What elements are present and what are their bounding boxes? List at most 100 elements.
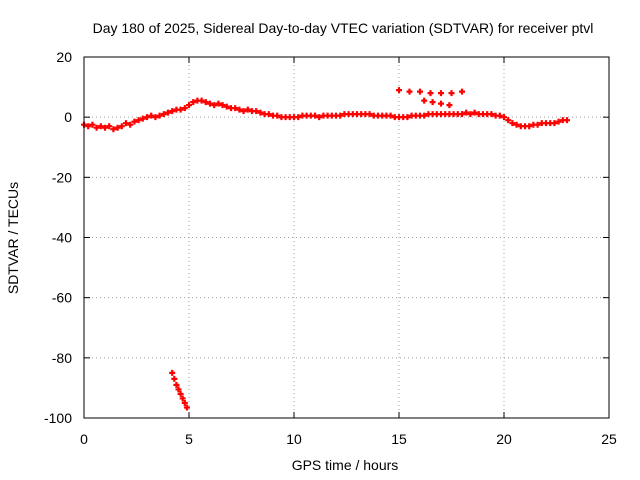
x-tick-label: 15 [391, 431, 407, 447]
data-point [467, 111, 474, 118]
data-point [160, 111, 167, 118]
data-point [471, 109, 478, 116]
data-point [244, 106, 251, 113]
x-axis-label: GPS time / hours [292, 457, 399, 473]
data-point [114, 124, 121, 131]
data-point [169, 108, 176, 115]
data-point [240, 108, 247, 115]
data-point [253, 108, 260, 115]
data-point [144, 114, 150, 121]
data-point [421, 97, 428, 104]
data-point [387, 112, 394, 119]
data-point [505, 117, 512, 124]
data-point [312, 112, 318, 119]
data-point [223, 103, 230, 110]
grid-lines [84, 57, 609, 418]
data-point [236, 106, 243, 113]
data-point [534, 121, 541, 128]
data-point [175, 386, 182, 393]
data-point [89, 121, 96, 128]
data-point [513, 121, 520, 128]
data-point [135, 117, 142, 124]
y-tick-label: 0 [64, 109, 72, 125]
data-point [417, 88, 423, 95]
data-point [459, 111, 465, 118]
data-point [564, 117, 570, 124]
data-point [202, 99, 209, 106]
data-point [274, 112, 281, 119]
y-tick-label: -60 [52, 290, 72, 306]
x-tick-label: 10 [286, 431, 302, 447]
data-point [438, 100, 444, 107]
chart-title: Day 180 of 2025, Sidereal Day-to-day VTE… [93, 20, 594, 36]
data-point [429, 99, 436, 106]
data-point [555, 118, 562, 125]
data-point [139, 115, 146, 122]
y-tick-label: 20 [56, 49, 72, 65]
data-point [171, 375, 178, 382]
series-0 [81, 97, 570, 133]
series-2 [396, 87, 465, 109]
data-point [123, 120, 129, 127]
axis-ticks: 0 5 10 15 20 25 -100 -80 -60 -40 -20 0 20 [44, 49, 617, 447]
data-point [509, 120, 516, 127]
data-point [148, 112, 155, 119]
data-point [219, 102, 226, 109]
y-tick-label: -100 [44, 410, 72, 426]
data-point [156, 112, 163, 119]
data-point [102, 124, 108, 131]
data-point [406, 88, 413, 95]
data-point [232, 105, 239, 112]
data-series [81, 87, 570, 411]
data-point [106, 123, 113, 130]
data-point [207, 100, 213, 107]
data-point [181, 105, 188, 112]
data-point [463, 109, 470, 116]
x-tick-label: 5 [185, 431, 193, 447]
data-point [448, 90, 455, 97]
y-tick-label: -40 [52, 230, 72, 246]
data-point [421, 112, 428, 119]
data-point [93, 124, 100, 131]
data-point [396, 87, 402, 94]
data-point [316, 114, 323, 121]
data-point [177, 106, 184, 113]
data-point [131, 118, 138, 125]
data-point [257, 109, 264, 116]
data-point [265, 111, 272, 118]
data-point [110, 126, 117, 133]
data-point [165, 109, 171, 116]
data-point [488, 111, 495, 118]
data-point [173, 381, 180, 388]
data-point [181, 399, 188, 406]
data-point [438, 90, 444, 97]
data-point [177, 390, 184, 397]
data-point [186, 102, 192, 109]
data-point [152, 114, 159, 121]
data-point [427, 90, 434, 97]
data-point [404, 114, 411, 121]
data-point [446, 102, 453, 109]
y-axis-label: SDTVAR / TECUs [5, 182, 21, 294]
x-tick-label: 20 [496, 431, 512, 447]
data-point [190, 99, 197, 106]
data-point [211, 102, 218, 109]
data-point [127, 121, 134, 128]
data-point [118, 123, 125, 130]
data-point [295, 114, 302, 121]
data-point [496, 112, 503, 119]
x-tick-label: 0 [80, 431, 88, 447]
data-point [459, 88, 465, 95]
data-point [97, 123, 104, 130]
data-point [198, 97, 205, 104]
data-point [337, 112, 344, 119]
data-point [366, 111, 373, 118]
data-point [501, 114, 507, 121]
y-tick-label: -80 [52, 350, 72, 366]
data-point [526, 123, 533, 130]
data-point [551, 120, 558, 127]
x-tick-label: 25 [601, 431, 617, 447]
series-1 [169, 369, 190, 411]
data-point [179, 395, 186, 402]
data-point [169, 369, 176, 376]
